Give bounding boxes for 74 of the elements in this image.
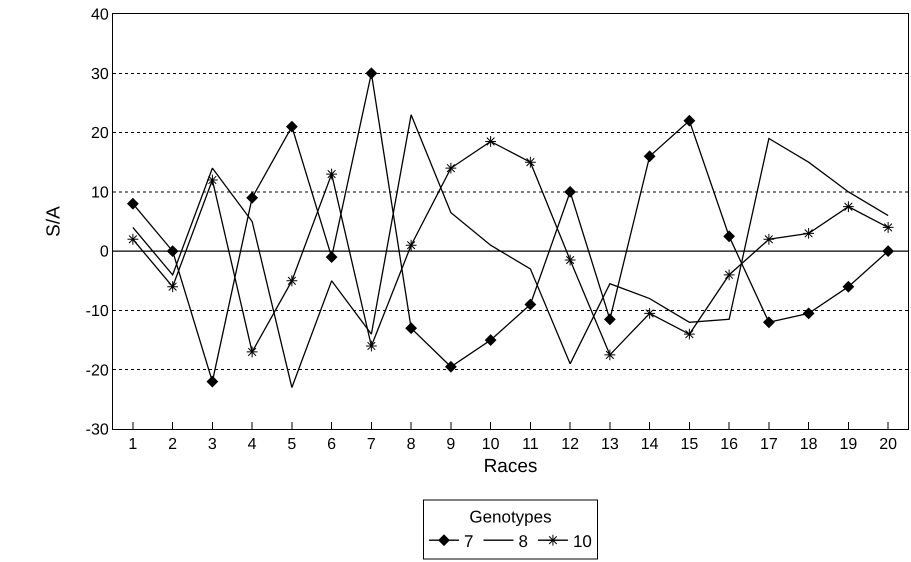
point bbox=[604, 348, 616, 361]
x-tick-label: 3 bbox=[208, 436, 217, 454]
x-tick-label: 4 bbox=[248, 436, 257, 454]
point bbox=[366, 68, 378, 79]
point bbox=[842, 281, 854, 292]
point bbox=[882, 222, 894, 234]
x-axis-title: Races bbox=[484, 456, 538, 477]
legend-label: 10 bbox=[572, 532, 592, 551]
point bbox=[763, 316, 775, 328]
y-tick-label: 40 bbox=[91, 6, 109, 24]
y-tick-label: -30 bbox=[86, 422, 109, 439]
legend-label: 8 bbox=[518, 532, 528, 551]
point bbox=[484, 334, 496, 346]
point bbox=[644, 307, 656, 320]
point bbox=[444, 162, 457, 174]
x-tick-label: 9 bbox=[446, 436, 456, 454]
point bbox=[564, 254, 576, 266]
y-tick-label: 20 bbox=[91, 125, 109, 142]
x-tick-label: 16 bbox=[720, 436, 738, 454]
point bbox=[126, 233, 139, 246]
point bbox=[326, 168, 338, 180]
point bbox=[405, 322, 417, 334]
point bbox=[564, 186, 576, 198]
point bbox=[684, 115, 696, 126]
point bbox=[206, 174, 218, 186]
x-tick-label: 5 bbox=[287, 436, 296, 454]
point bbox=[723, 230, 735, 242]
point bbox=[127, 198, 139, 210]
y-tick-label: 30 bbox=[91, 66, 109, 83]
x-tick-label: 17 bbox=[760, 436, 778, 454]
point bbox=[286, 274, 298, 287]
x-tick-label: 7 bbox=[366, 436, 376, 454]
point bbox=[524, 298, 536, 310]
point bbox=[604, 314, 616, 326]
y-tick-label: -10 bbox=[86, 303, 109, 320]
point bbox=[723, 268, 736, 281]
point bbox=[802, 227, 815, 240]
x-tick-label: 18 bbox=[800, 436, 818, 454]
point bbox=[326, 251, 338, 263]
point bbox=[644, 150, 656, 162]
x-tick-label: 6 bbox=[327, 436, 336, 454]
y-axis-title: S/A bbox=[44, 206, 65, 237]
x-tick-label: 2 bbox=[168, 436, 178, 454]
x-tick-label: 10 bbox=[482, 436, 500, 454]
point bbox=[445, 361, 457, 372]
point bbox=[882, 245, 894, 257]
point bbox=[405, 239, 418, 252]
x-tick-label: 1 bbox=[128, 436, 138, 454]
point bbox=[166, 245, 178, 257]
x-tick-label: 13 bbox=[600, 436, 619, 454]
point bbox=[246, 192, 258, 204]
y-tick-label: 10 bbox=[91, 184, 109, 202]
x-tick-label: 8 bbox=[406, 436, 416, 454]
point bbox=[166, 280, 179, 293]
point bbox=[365, 340, 378, 352]
x-tick-label: 12 bbox=[561, 436, 580, 454]
legend-title: Genotypes bbox=[469, 508, 552, 527]
x-tick-label: 15 bbox=[680, 436, 698, 454]
point bbox=[524, 156, 536, 168]
point bbox=[802, 308, 814, 320]
point bbox=[762, 233, 775, 246]
point bbox=[842, 200, 854, 213]
point bbox=[206, 376, 218, 388]
point bbox=[683, 328, 696, 340]
x-tick-label: 14 bbox=[640, 436, 659, 454]
x-tick-label: 20 bbox=[879, 436, 898, 454]
point bbox=[484, 136, 497, 148]
x-tick-label: 11 bbox=[522, 436, 539, 454]
y-tick-label: -20 bbox=[86, 362, 109, 380]
legend-label: 7 bbox=[464, 532, 474, 551]
point bbox=[246, 346, 258, 358]
y-tick-label: 0 bbox=[100, 244, 109, 261]
point bbox=[286, 120, 298, 132]
x-tick-label: 19 bbox=[839, 436, 858, 454]
